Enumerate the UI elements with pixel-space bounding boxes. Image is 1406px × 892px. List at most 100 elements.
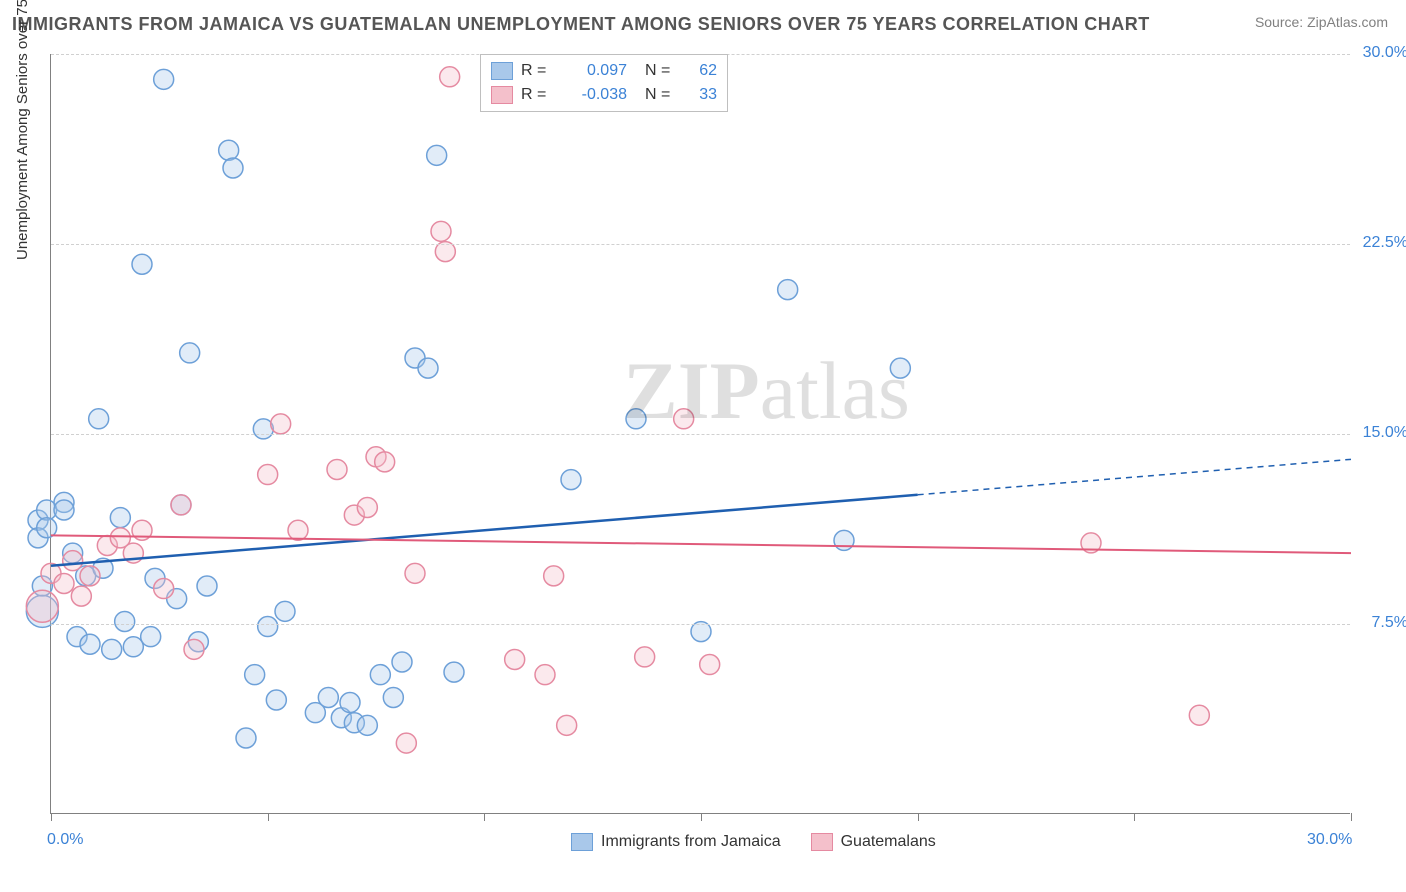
y-tick-label: 30.0% bbox=[1363, 44, 1406, 62]
scatter-point bbox=[258, 617, 278, 637]
scatter-point bbox=[180, 343, 200, 363]
scatter-point bbox=[102, 639, 122, 659]
scatter-point bbox=[834, 530, 854, 550]
legend-r-value: 0.097 bbox=[563, 62, 627, 80]
scatter-point bbox=[236, 728, 256, 748]
scatter-point bbox=[557, 715, 577, 735]
legend-series-name: Guatemalans bbox=[841, 833, 936, 851]
scatter-point bbox=[71, 586, 91, 606]
x-tick bbox=[268, 813, 269, 821]
scatter-point bbox=[444, 662, 464, 682]
source-label: Source: ZipAtlas.com bbox=[1255, 14, 1388, 30]
scatter-point bbox=[561, 470, 581, 490]
scatter-point bbox=[288, 520, 308, 540]
scatter-point bbox=[110, 508, 130, 528]
x-tick bbox=[51, 813, 52, 821]
legend-swatch bbox=[491, 86, 513, 104]
scatter-point bbox=[80, 634, 100, 654]
grid-line bbox=[51, 624, 1350, 625]
scatter-point bbox=[26, 590, 58, 622]
y-axis-label: Unemployment Among Seniors over 75 years bbox=[14, 0, 31, 260]
scatter-point bbox=[635, 647, 655, 667]
legend-series-name: Immigrants from Jamaica bbox=[601, 833, 781, 851]
legend-row: R = -0.038 N = 33 bbox=[491, 83, 717, 107]
scatter-point bbox=[535, 665, 555, 685]
scatter-point bbox=[132, 254, 152, 274]
scatter-point bbox=[427, 145, 447, 165]
scatter-point bbox=[1189, 705, 1209, 725]
legend-r-label: R = bbox=[521, 62, 555, 80]
scatter-point bbox=[154, 579, 174, 599]
scatter-point bbox=[54, 573, 74, 593]
scatter-point bbox=[392, 652, 412, 672]
legend-r-label: R = bbox=[521, 86, 555, 104]
scatter-point bbox=[184, 639, 204, 659]
legend-swatch bbox=[571, 833, 593, 851]
scatter-point bbox=[141, 627, 161, 647]
scatter-point bbox=[418, 358, 438, 378]
scatter-point bbox=[440, 67, 460, 87]
scatter-point bbox=[375, 452, 395, 472]
legend-n-label: N = bbox=[645, 62, 679, 80]
scatter-point bbox=[383, 687, 403, 707]
scatter-point bbox=[505, 649, 525, 669]
scatter-point bbox=[197, 576, 217, 596]
x-tick bbox=[1351, 813, 1352, 821]
scatter-point bbox=[171, 495, 191, 515]
legend-n-value: 62 bbox=[687, 62, 717, 80]
scatter-point bbox=[219, 140, 239, 160]
legend-item: Immigrants from Jamaica bbox=[571, 833, 781, 851]
trend-line-dashed bbox=[918, 459, 1351, 494]
x-tick bbox=[701, 813, 702, 821]
grid-line bbox=[51, 244, 1350, 245]
scatter-point bbox=[89, 409, 109, 429]
scatter-point bbox=[275, 601, 295, 621]
grid-line bbox=[51, 434, 1350, 435]
x-tick bbox=[1134, 813, 1135, 821]
chart-title: IMMIGRANTS FROM JAMAICA VS GUATEMALAN UN… bbox=[12, 14, 1150, 35]
scatter-point bbox=[63, 551, 83, 571]
scatter-point bbox=[544, 566, 564, 586]
scatter-point bbox=[327, 459, 347, 479]
legend-n-label: N = bbox=[645, 86, 679, 104]
scatter-point bbox=[431, 221, 451, 241]
legend-item: Guatemalans bbox=[811, 833, 936, 851]
plot-area: 7.5%15.0%22.5%30.0%0.0%30.0%ZIPatlasR =0… bbox=[50, 54, 1350, 814]
scatter-point bbox=[700, 655, 720, 675]
scatter-point bbox=[245, 665, 265, 685]
scatter-point bbox=[357, 715, 377, 735]
scatter-point bbox=[396, 733, 416, 753]
y-tick-label: 15.0% bbox=[1363, 424, 1406, 442]
scatter-point bbox=[80, 566, 100, 586]
scatter-point bbox=[405, 563, 425, 583]
scatter-point bbox=[778, 280, 798, 300]
scatter-point bbox=[626, 409, 646, 429]
scatter-point bbox=[674, 409, 694, 429]
legend-swatch bbox=[811, 833, 833, 851]
scatter-point bbox=[271, 414, 291, 434]
scatter-point bbox=[340, 693, 360, 713]
scatter-point bbox=[266, 690, 286, 710]
y-tick-label: 22.5% bbox=[1363, 234, 1406, 252]
scatter-point bbox=[357, 497, 377, 517]
scatter-point bbox=[223, 158, 243, 178]
scatter-point bbox=[318, 687, 338, 707]
legend-row: R = 0.097 N = 62 bbox=[491, 59, 717, 83]
x-tick-label: 0.0% bbox=[47, 831, 83, 849]
legend-n-value: 33 bbox=[687, 86, 717, 104]
scatter-point bbox=[54, 500, 74, 520]
x-tick bbox=[484, 813, 485, 821]
x-tick bbox=[918, 813, 919, 821]
scatter-point bbox=[370, 665, 390, 685]
scatter-point bbox=[115, 611, 135, 631]
legend-swatch bbox=[491, 62, 513, 80]
y-tick-label: 7.5% bbox=[1372, 614, 1406, 632]
correlation-legend: R = 0.097 N = 62 R = -0.038 N = 33 bbox=[480, 54, 728, 112]
series-legend: Immigrants from Jamaica Guatemalans bbox=[571, 833, 936, 851]
scatter-point bbox=[123, 637, 143, 657]
scatter-point bbox=[258, 465, 278, 485]
scatter-point bbox=[890, 358, 910, 378]
legend-r-value: -0.038 bbox=[563, 86, 627, 104]
scatter-point bbox=[154, 69, 174, 89]
x-tick-label: 30.0% bbox=[1307, 831, 1352, 849]
